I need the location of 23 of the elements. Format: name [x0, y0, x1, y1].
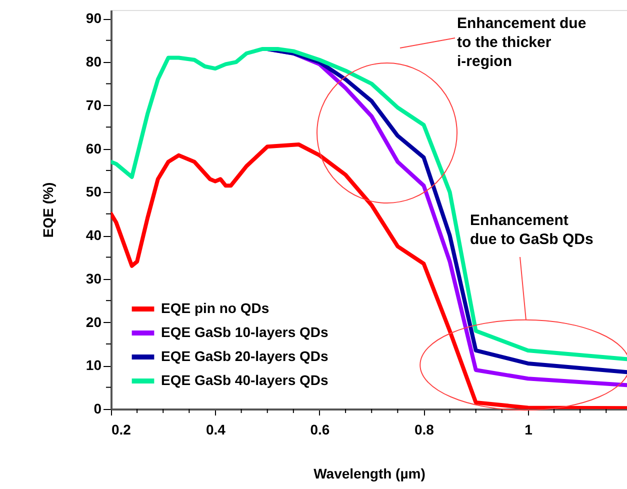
y-tick-label: 50 [86, 184, 102, 200]
y-tick-label: 0 [94, 400, 102, 416]
x-tick-label: 0.2 [112, 422, 132, 438]
x-tick-label: 1 [524, 422, 533, 438]
annotation: Enhancement due to the thicker i-region [457, 15, 586, 70]
y-tick-label: 60 [86, 140, 102, 156]
y-axis-title: EQE (%) [40, 182, 56, 238]
legend-label: EQE pin no QDs [161, 300, 270, 316]
x-axis-title: Wavelength (µm) [314, 466, 426, 482]
y-tick-label: 40 [86, 227, 102, 244]
x-tick-label: 0.6 [310, 422, 330, 438]
y-tick-label: 80 [86, 54, 102, 70]
legend-label: EQE GaSb 20-layers QDs [161, 348, 329, 364]
legend-label: EQE GaSb 10-layers QDs [161, 324, 329, 340]
y-tick-label: 20 [86, 314, 102, 330]
x-tick-label: 0.8 [414, 422, 434, 438]
y-tick-label: 10 [86, 357, 102, 374]
y-tick-label: 30 [86, 270, 102, 286]
y-tick-label: 70 [86, 96, 102, 113]
x-tick-label: 0.4 [206, 422, 226, 438]
y-tick-label: 90 [86, 10, 102, 26]
legend-label: EQE GaSb 40-layers QDs [161, 372, 329, 388]
annotation: Enhancement due to GaSb QDs [470, 212, 594, 248]
